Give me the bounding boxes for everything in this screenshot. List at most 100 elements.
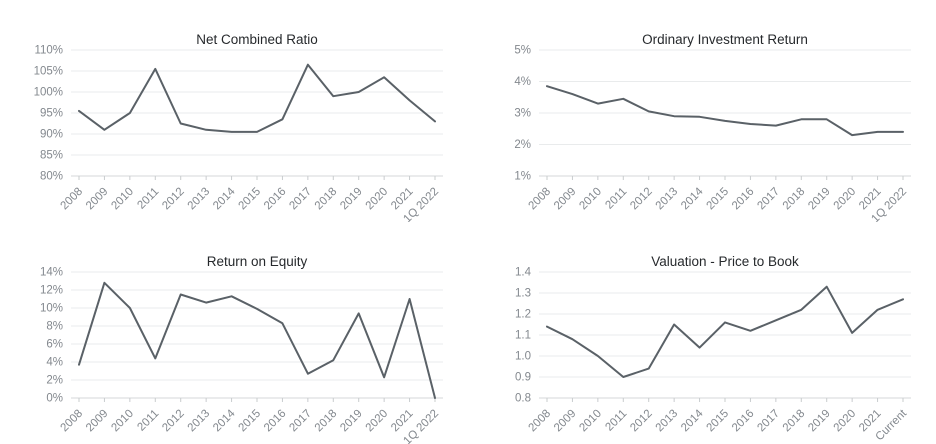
chart-net-combined-ratio: Net Combined Ratio 110% 105% 100% 95% 90% 85% 8…: [0, 0, 468, 222]
x-tick-label: 2017: [755, 408, 782, 435]
x-tick-label: 2010: [109, 408, 136, 435]
y-tick-label: 1.2: [515, 309, 531, 321]
x-tick-label: 2018: [313, 408, 340, 435]
y-axis: 1.4 1.3 1.2 1.1 1.0 0.9 0.8: [515, 267, 911, 405]
x-tick-label: 2012: [628, 186, 655, 213]
x-tick-label: 2011: [603, 186, 629, 212]
x-tick-label: 2015: [705, 186, 732, 213]
x-tick-label: 2020: [832, 186, 859, 213]
x-tick-label: 2011: [135, 408, 161, 434]
x-tick-label: 2020: [832, 408, 859, 435]
y-tick-label: 110%: [34, 45, 63, 57]
y-tick-label: 0.9: [515, 372, 531, 384]
x-tick-label: 2014: [679, 407, 706, 434]
y-tick-label: 3%: [514, 108, 531, 120]
x-tick-label: 2011: [135, 186, 161, 212]
y-tick-label: 4%: [46, 357, 63, 369]
y-tick-label: 10%: [40, 303, 63, 315]
x-tick-label: 2009: [552, 186, 579, 213]
x-tick-label: 2013: [654, 186, 681, 213]
y-tick-label: 105%: [34, 66, 63, 78]
chart-canvas: Return on Equity14%12%10%8%6%4%2%0%20082…: [40, 254, 443, 444]
x-tick-label: 2017: [287, 408, 314, 435]
x-tick-label: 2020: [364, 408, 391, 435]
y-tick-label: 1.4: [515, 267, 532, 279]
x-tick-label: 2010: [577, 408, 604, 435]
y-tick-label: 1%: [514, 171, 531, 183]
x-tick-label: 2009: [84, 186, 111, 213]
y-tick-label: 1.1: [515, 330, 531, 342]
x-tick-label: 2015: [237, 186, 264, 213]
x-tick-label: 2013: [654, 408, 681, 435]
y-tick-label: 95%: [40, 108, 63, 120]
y-tick-label: 0.8: [515, 393, 531, 405]
data-line: [546, 85, 904, 137]
y-tick-label: 1.3: [515, 288, 531, 300]
x-tick-label: 2012: [160, 408, 187, 435]
y-axis: 14% 12% 10% 8% 6% 4% 2% 0%: [40, 267, 443, 405]
x-tick-label: 2010: [577, 186, 604, 213]
chart-ordinary-investment-return: Ordinary Investment Return 5% 4% 3% 2% 1% 2008…: [468, 0, 936, 222]
chart-valuation-price-to-book: Valuation - Price to Book 1.4 1.3 1.2 1.1 1.0…: [468, 222, 936, 444]
x-tick-label: 2016: [730, 186, 757, 213]
chart-canvas: Net Combined Ratio 110% 105% 100% 95% 90% 85% 8…: [34, 32, 443, 222]
x-tick-label: 2019: [338, 408, 365, 435]
y-tick-label: 8%: [46, 321, 63, 333]
x-tick-label: 2017: [755, 186, 782, 213]
chart-title: Return on Equity: [207, 254, 308, 269]
x-tick-label: 2016: [262, 186, 289, 213]
y-tick-label: 1.0: [515, 351, 531, 363]
x-tick-label: 2017: [287, 186, 314, 213]
data-line: [546, 285, 904, 378]
chart-canvas: Ordinary Investment Return5%4%3%2%1%2008…: [514, 32, 911, 222]
x-tick-label: 2018: [313, 186, 340, 213]
chart-title: Net Combined Ratio: [196, 32, 318, 47]
x-tick-label: 2009: [552, 408, 579, 435]
x-tick-label: 2019: [806, 408, 833, 435]
x-tick-label: 2015: [705, 408, 732, 435]
x-tick-label: 2009: [84, 408, 111, 435]
chart-return-on-equity: Return on Equity 14% 12% 10% 8% 6% 4% 2% 0% 2008 2…: [0, 222, 468, 444]
chart-canvas: Valuation - Price to Book 1.4 1.3 1.2 1.1 1.0…: [515, 254, 911, 443]
data-line: [78, 281, 436, 399]
x-tick-label: 2008: [59, 408, 86, 435]
data-line: [78, 63, 436, 133]
x-tick-label: 2011: [603, 408, 629, 434]
x-tick-label: 2019: [806, 186, 833, 213]
x-tick-label: 2019: [338, 186, 365, 213]
x-tick-label: 2012: [160, 186, 187, 213]
chart-title: Ordinary Investment Return: [642, 32, 808, 47]
y-tick-label: 4%: [514, 76, 531, 88]
x-tick-label: 2013: [186, 186, 213, 213]
x-tick-label: 2014: [211, 407, 238, 434]
x-tick-label: 2014: [679, 185, 706, 212]
x-tick-label: 2016: [730, 408, 757, 435]
chart-title: Valuation - Price to Book: [651, 254, 799, 269]
x-tick-label: 2012: [628, 408, 655, 435]
y-tick-label: 12%: [40, 285, 63, 297]
y-tick-label: 2%: [514, 139, 531, 151]
x-tick-label: 2008: [527, 186, 554, 213]
y-tick-label: 5%: [514, 45, 531, 57]
x-tick-label: 2010: [109, 186, 136, 213]
y-tick-label: 14%: [40, 267, 63, 279]
y-tick-label: 90%: [40, 129, 63, 141]
x-tick-label: 2020: [364, 186, 391, 213]
y-axis: 5% 4% 3% 2% 1%: [514, 45, 911, 183]
x-tick-label: 2013: [186, 408, 213, 435]
y-axis: 110% 105% 100% 95% 90% 85% 80%: [34, 45, 443, 183]
x-tick-label: 2008: [59, 186, 86, 213]
x-tick-label: 2008: [527, 408, 554, 435]
y-tick-label: 85%: [40, 150, 63, 162]
x-tick-label: 2014: [211, 185, 238, 212]
x-tick-label: 2015: [237, 408, 264, 435]
x-tick-label: 2018: [781, 408, 808, 435]
x-tick-label: 2016: [262, 408, 289, 435]
y-tick-label: 2%: [46, 375, 63, 387]
y-tick-label: 100%: [34, 87, 63, 99]
